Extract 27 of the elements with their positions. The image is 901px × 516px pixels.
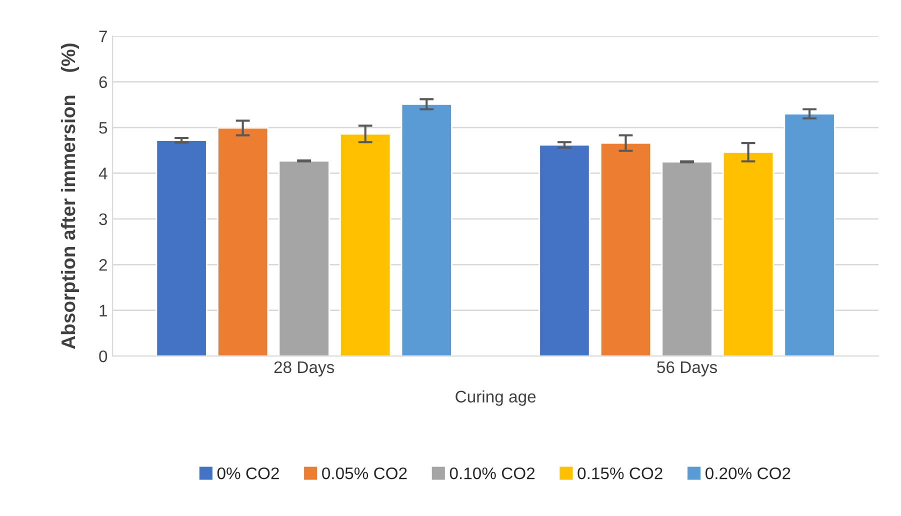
y-tick-label: 6 — [99, 76, 108, 88]
y-tick-label: 1 — [100, 304, 107, 316]
y-tick-label: 0 — [99, 350, 108, 362]
y-tick-label: 5 — [99, 122, 108, 134]
bar — [217, 127, 269, 356]
y-tick-label: 7 — [99, 30, 107, 42]
bar — [340, 133, 392, 356]
y-tick-label: 3 — [99, 213, 108, 226]
legend-label: 0.15% CO2 — [578, 467, 662, 480]
x-tick-label: 28 Days — [274, 361, 334, 376]
bar — [400, 104, 452, 356]
x-axis-title: Curing age — [456, 390, 536, 406]
legend-label: 0.10% CO2 — [450, 467, 535, 480]
y-tick-label: 2 — [99, 259, 107, 271]
x-tick-label: 56 Days — [657, 361, 717, 376]
y-tick-label: 4 — [98, 168, 108, 180]
legend-label: 0.20% CO2 — [706, 467, 790, 480]
bar — [661, 161, 713, 356]
bar — [538, 144, 590, 356]
bar — [600, 142, 652, 356]
legend-label: 0% CO2 — [217, 467, 279, 480]
bar — [722, 152, 774, 356]
legend-label: 0.05% CO2 — [322, 467, 407, 480]
y-axis-title: Absorption after immersion (%) — [60, 44, 80, 349]
bar — [784, 113, 836, 356]
bar — [156, 140, 208, 356]
bar — [278, 160, 330, 356]
